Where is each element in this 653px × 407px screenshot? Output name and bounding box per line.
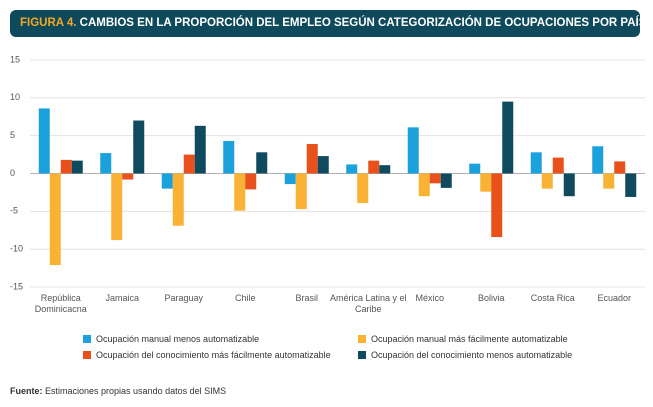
bar	[194, 125, 206, 174]
bar	[100, 153, 112, 174]
x-tick-label: Chile	[234, 293, 256, 303]
legend-swatch	[358, 351, 366, 359]
legend-label: Ocupación del conocimiento más fácilment…	[96, 350, 331, 360]
legend-swatch	[83, 351, 91, 359]
y-tick-label: 0	[10, 168, 15, 178]
bar	[38, 108, 50, 174]
y-tick-label: 5	[10, 130, 15, 140]
source-text: Estimaciones propias usando datos del SI…	[45, 386, 227, 396]
bar	[368, 160, 380, 174]
x-tick-label: Paraguay	[164, 293, 204, 303]
bar	[306, 143, 318, 174]
bar	[111, 173, 123, 241]
bar	[563, 173, 575, 197]
y-tick-label: -15	[10, 281, 23, 291]
bar	[245, 173, 257, 190]
bar	[440, 173, 452, 188]
legend-item: Ocupación manual menos automatizable	[83, 334, 259, 344]
bar	[133, 120, 145, 174]
legend-label: Ocupación del conocimiento menos automat…	[371, 350, 573, 360]
bar	[295, 173, 307, 210]
legend-label: Ocupación manual más fácilmente automati…	[371, 334, 568, 344]
x-tick-label: Bolivia	[477, 293, 505, 303]
legend-swatch	[358, 335, 366, 343]
source-label: Fuente:	[10, 386, 43, 396]
bar	[161, 173, 173, 189]
y-tick-label: 15	[10, 54, 20, 64]
bar	[284, 173, 296, 185]
bar	[357, 173, 369, 204]
bar	[418, 173, 430, 197]
x-tick-label: América Latina y el Caribe	[329, 293, 407, 314]
bar	[541, 173, 553, 189]
y-tick-label: -5	[10, 206, 18, 216]
bar	[346, 164, 358, 174]
y-tick-label: -10	[10, 244, 23, 254]
legend-label: Ocupación manual menos automatizable	[96, 334, 260, 344]
x-tick-label: Jamaica	[105, 293, 139, 303]
bar	[234, 173, 246, 211]
title-banner: FIGURA 4. CAMBIOS EN LA PROPORCIÓN DEL E…	[10, 10, 653, 37]
bar	[256, 152, 268, 174]
bar	[379, 165, 391, 174]
bar	[469, 163, 481, 174]
bar	[183, 154, 195, 174]
bar	[317, 156, 329, 174]
legend-swatch	[83, 335, 91, 343]
figure-label: FIGURA 4.	[20, 17, 77, 29]
bar	[530, 152, 542, 174]
bar	[429, 173, 441, 184]
legend-item: Ocupación del conocimiento más fácilment…	[83, 350, 331, 360]
x-tick-label: Brasil	[295, 293, 318, 303]
y-tick-label: 10	[10, 92, 20, 102]
source-note: Fuente: Estimaciones propias usando dato…	[10, 386, 226, 396]
bar	[603, 173, 615, 189]
bar	[71, 160, 83, 174]
legend-item: Ocupación manual más fácilmente automati…	[358, 334, 568, 344]
bar	[223, 140, 235, 174]
x-tick-label: México	[415, 293, 444, 303]
bar	[407, 127, 419, 174]
chart-title: CAMBIOS EN LA PROPORCIÓN DEL EMPLEO SEGÚ…	[79, 17, 653, 29]
bar	[614, 161, 626, 174]
bar	[172, 173, 184, 226]
bar	[592, 146, 604, 174]
bar	[552, 157, 564, 174]
legend-item: Ocupación del conocimiento menos automat…	[358, 350, 572, 360]
bar	[49, 173, 61, 266]
x-tick-label: Costa Rica	[530, 293, 575, 303]
x-tick-label: Ecuador	[597, 293, 632, 303]
bar	[480, 173, 492, 192]
bar	[122, 173, 134, 180]
bar	[502, 101, 514, 174]
bar	[60, 159, 72, 174]
bar	[625, 173, 637, 197]
x-tick-label: República Dominicacna	[34, 293, 87, 314]
bar	[491, 173, 503, 238]
